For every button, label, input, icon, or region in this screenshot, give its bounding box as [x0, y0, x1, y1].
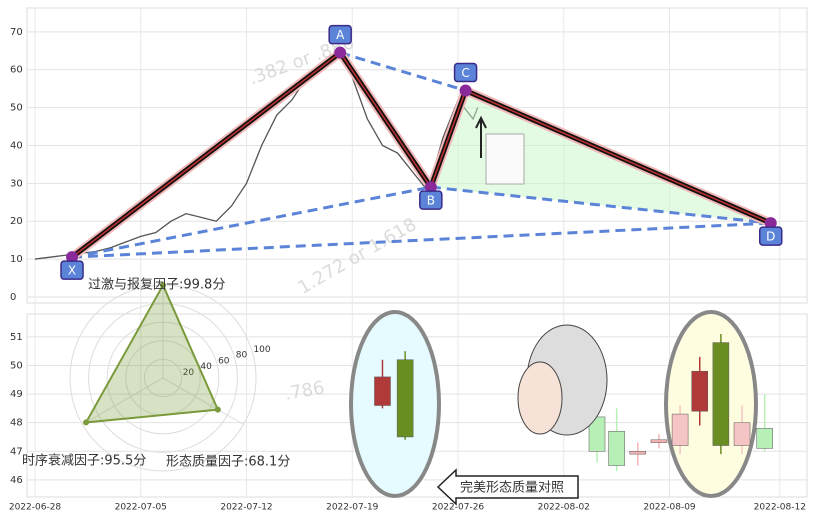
- y-tick-label: 70: [10, 27, 23, 38]
- pattern-point: [66, 251, 79, 264]
- dog-icon: [485, 133, 525, 185]
- y-tick-label: 47: [10, 446, 23, 457]
- radar-axis: [162, 377, 244, 425]
- x-tick-label: 2022-08-12: [754, 503, 806, 513]
- highlight-ellipse: [664, 310, 758, 498]
- point-badge: [419, 190, 443, 210]
- radar-point: [160, 282, 166, 289]
- y-tick-label: 40: [10, 140, 23, 151]
- candle-body: [712, 342, 730, 446]
- candle-body: [671, 413, 689, 446]
- candle-body: [608, 430, 625, 466]
- candle-body: [733, 422, 751, 446]
- highlight-ellipse: [349, 310, 441, 498]
- point-label: X: [68, 264, 76, 278]
- x-tick-label: 2022-07-12: [220, 503, 272, 513]
- candle-body: [374, 376, 391, 406]
- callout-text: 完美形态质量对照: [460, 481, 564, 496]
- dashed-leg: [71, 185, 432, 259]
- radar-axis: [82, 377, 164, 425]
- radar-label: 时序衰减因子:95.5分: [22, 453, 146, 469]
- candle-body: [691, 370, 708, 412]
- pattern-point: [459, 84, 472, 97]
- radar-point: [83, 419, 90, 426]
- point-label: D: [766, 230, 775, 244]
- point-badge: [758, 226, 783, 246]
- pattern-point: [334, 46, 347, 59]
- radar-point: [214, 406, 221, 413]
- point-badge: [453, 62, 478, 83]
- x-tick-label: 2022-08-09: [643, 503, 696, 513]
- radar-tick-label: 60: [218, 356, 230, 366]
- candle-body: [396, 359, 414, 438]
- y-tick-label: 10: [10, 254, 23, 265]
- pattern-point: [764, 217, 777, 230]
- radar-label: 形态质量因子:68.1分: [166, 455, 290, 470]
- candle-body: [650, 439, 668, 443]
- radar-area: [84, 282, 220, 424]
- candle-body: [756, 428, 773, 449]
- y-tick-label: 46: [10, 475, 23, 486]
- x-tick-label: 2022-06-28: [9, 503, 62, 513]
- point-label: C: [461, 66, 469, 80]
- point-label: A: [336, 28, 345, 42]
- radar-tick-label: 80: [236, 351, 248, 361]
- point-badge: [328, 24, 352, 45]
- y-tick-label: 30: [10, 178, 23, 189]
- y-tick-label: 50: [10, 360, 23, 371]
- dog-icon: [517, 361, 563, 435]
- pattern-point: [424, 181, 437, 194]
- x-tick-label: 2022-08-02: [538, 503, 590, 513]
- radar-tick-label: 20: [183, 368, 195, 378]
- y-tick-label: 51: [10, 332, 23, 343]
- radar-tick-label: 100: [253, 345, 270, 355]
- dashed-leg: [339, 51, 467, 92]
- up-arrow: [475, 115, 487, 158]
- x-tick-label: 2022-07-26: [432, 503, 485, 513]
- y-tick-label: 49: [10, 389, 23, 400]
- radar-label: 过激与报复因子:99.8分: [88, 278, 225, 293]
- dashed-leg: [71, 221, 771, 259]
- y-tick-label: 0: [10, 292, 16, 303]
- price-line: [34, 49, 479, 260]
- radar-tick-label: 40: [200, 362, 212, 372]
- dashed-leg: [430, 185, 771, 225]
- y-tick-label: 48: [10, 418, 23, 429]
- point-label: B: [427, 194, 435, 208]
- point-badge: [60, 260, 84, 280]
- x-tick-label: 2022-07-05: [115, 503, 167, 513]
- candle-body: [629, 451, 647, 455]
- y-tick-label: 50: [10, 103, 23, 114]
- y-tick-label: 20: [10, 216, 23, 227]
- callout-arrow: [436, 468, 579, 506]
- x-tick-label: 2022-07-19: [326, 503, 379, 513]
- y-tick-label: 60: [10, 65, 23, 76]
